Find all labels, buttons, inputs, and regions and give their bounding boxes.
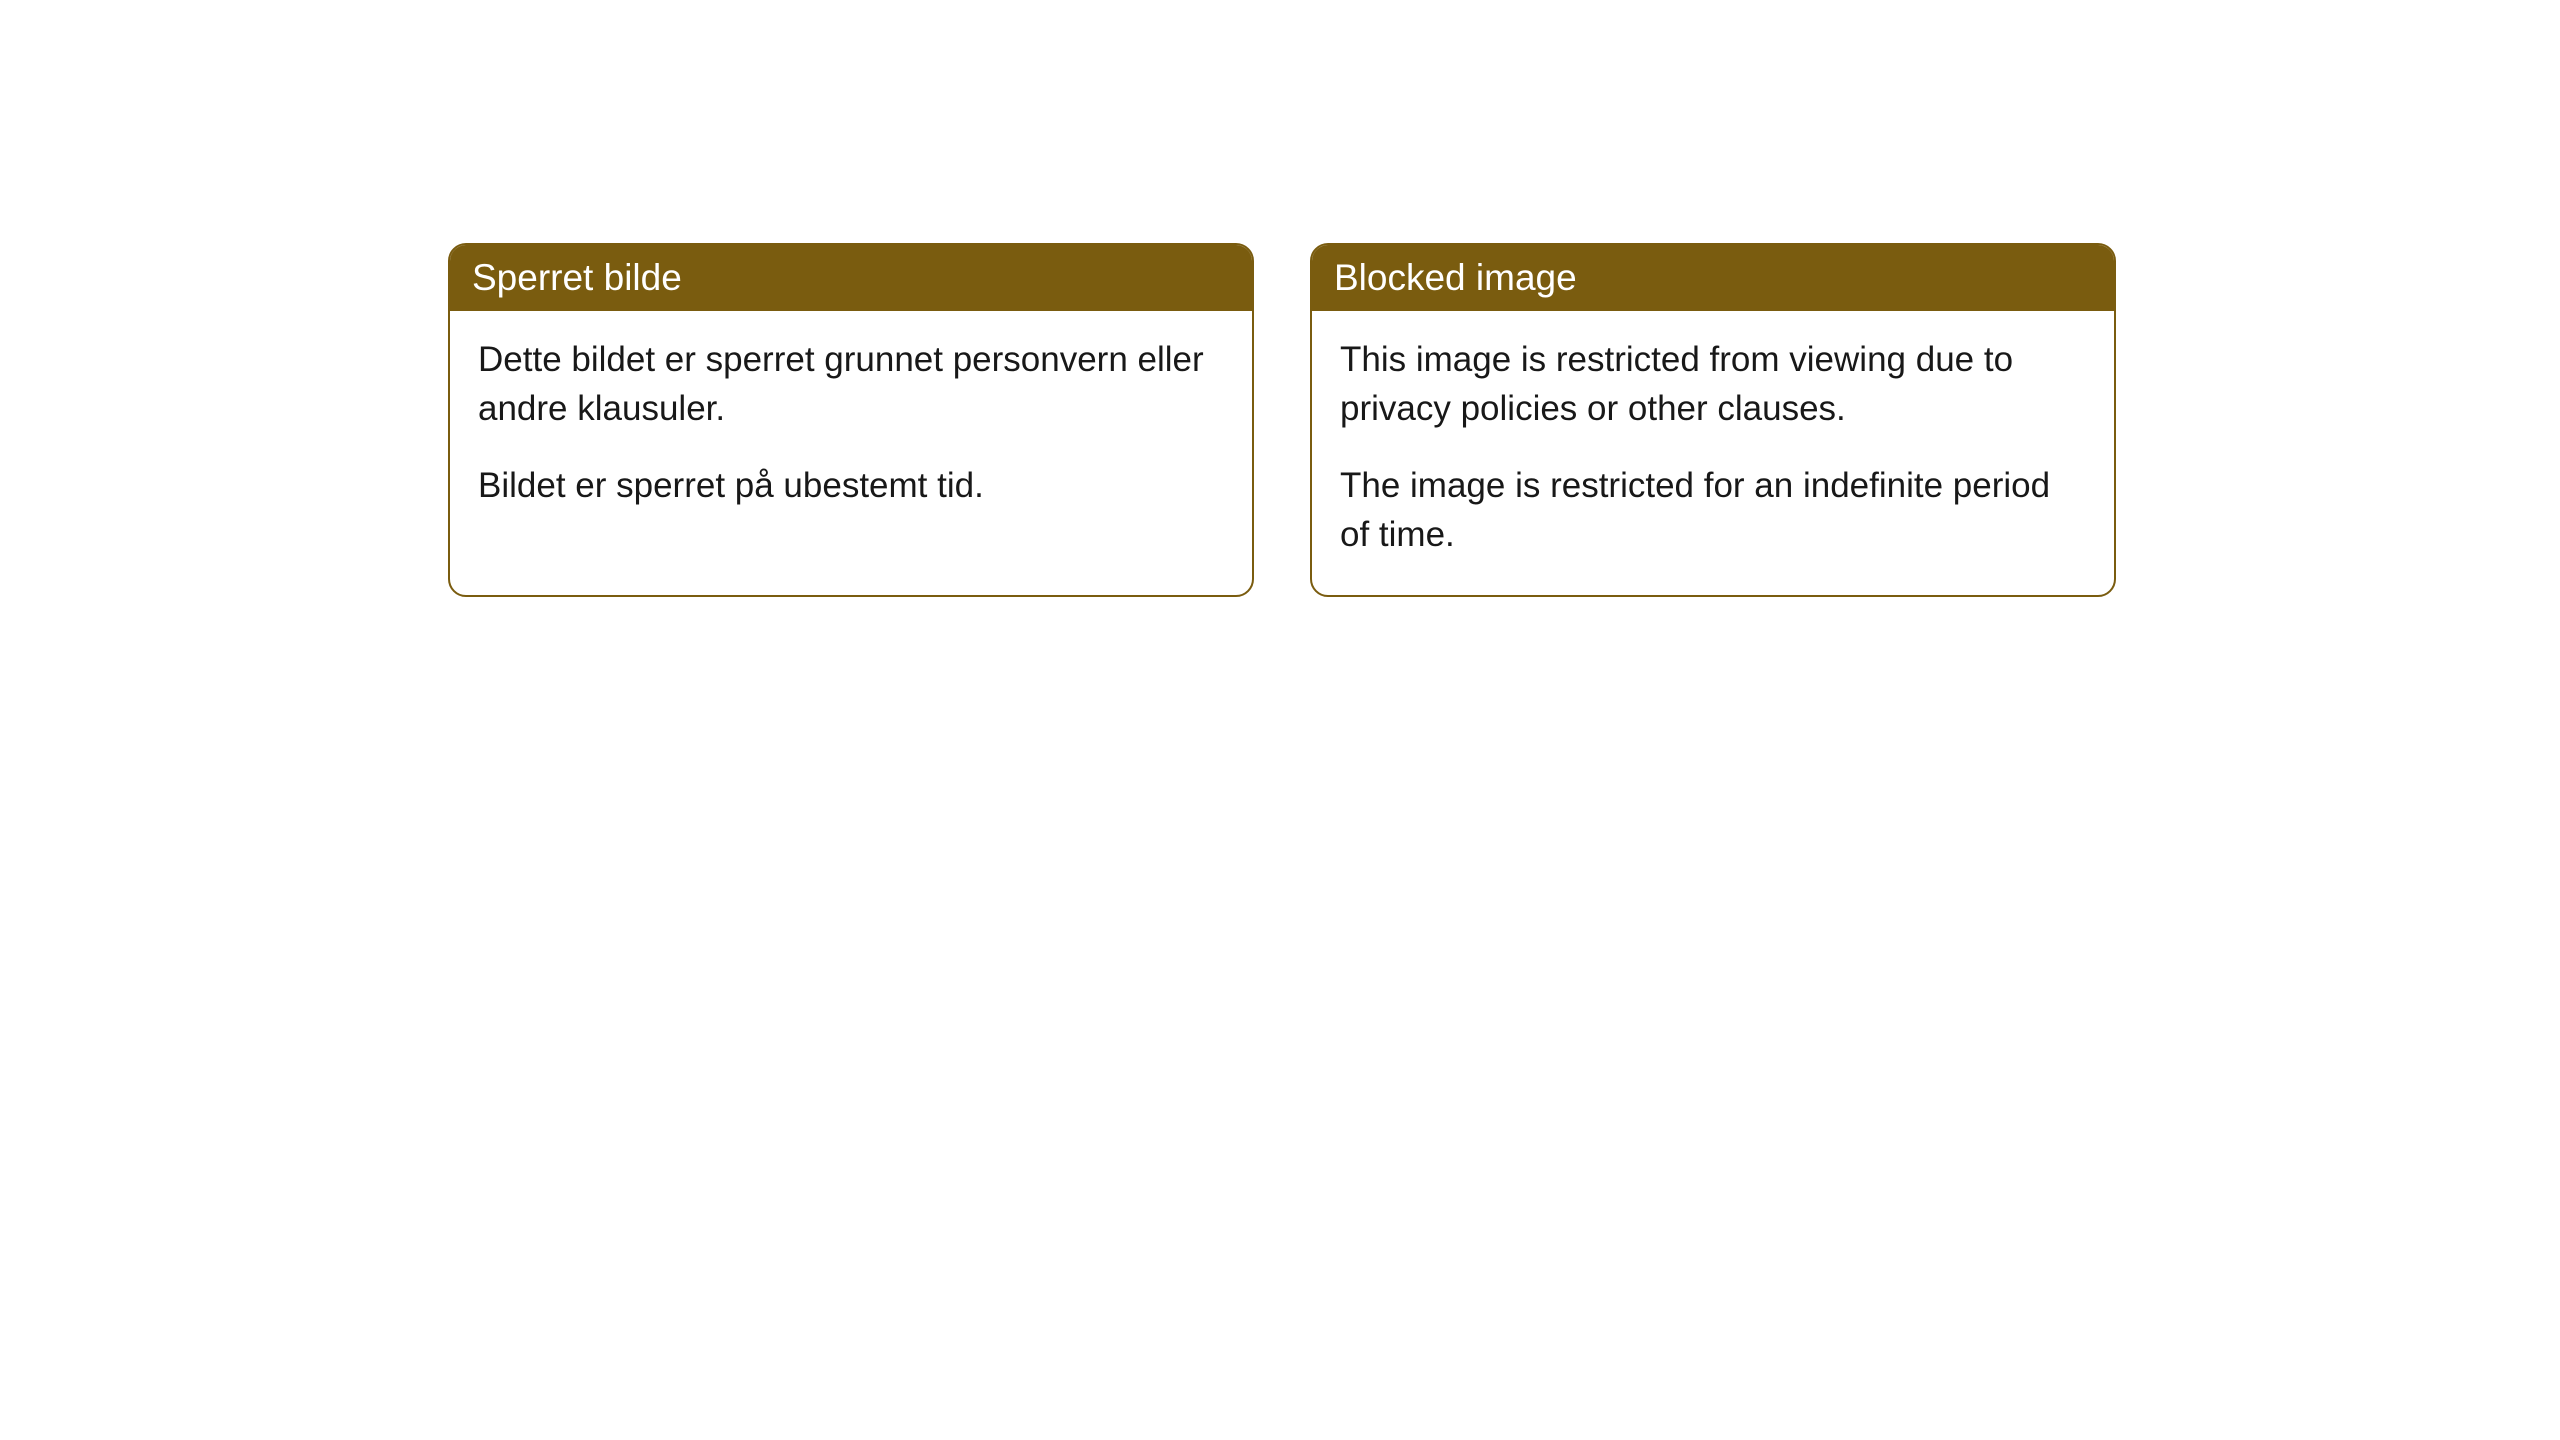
notice-card-english: Blocked image This image is restricted f… (1310, 243, 2116, 597)
card-header: Sperret bilde (450, 245, 1252, 311)
card-body: This image is restricted from viewing du… (1312, 311, 2114, 595)
card-paragraph: The image is restricted for an indefinit… (1340, 461, 2086, 559)
card-paragraph: Dette bildet er sperret grunnet personve… (478, 335, 1224, 433)
notice-card-norwegian: Sperret bilde Dette bildet er sperret gr… (448, 243, 1254, 597)
card-paragraph: Bildet er sperret på ubestemt tid. (478, 461, 1224, 510)
notice-cards-container: Sperret bilde Dette bildet er sperret gr… (448, 243, 2116, 597)
card-header: Blocked image (1312, 245, 2114, 311)
card-title: Sperret bilde (472, 257, 682, 298)
card-body: Dette bildet er sperret grunnet personve… (450, 311, 1252, 546)
card-title: Blocked image (1334, 257, 1577, 298)
card-paragraph: This image is restricted from viewing du… (1340, 335, 2086, 433)
